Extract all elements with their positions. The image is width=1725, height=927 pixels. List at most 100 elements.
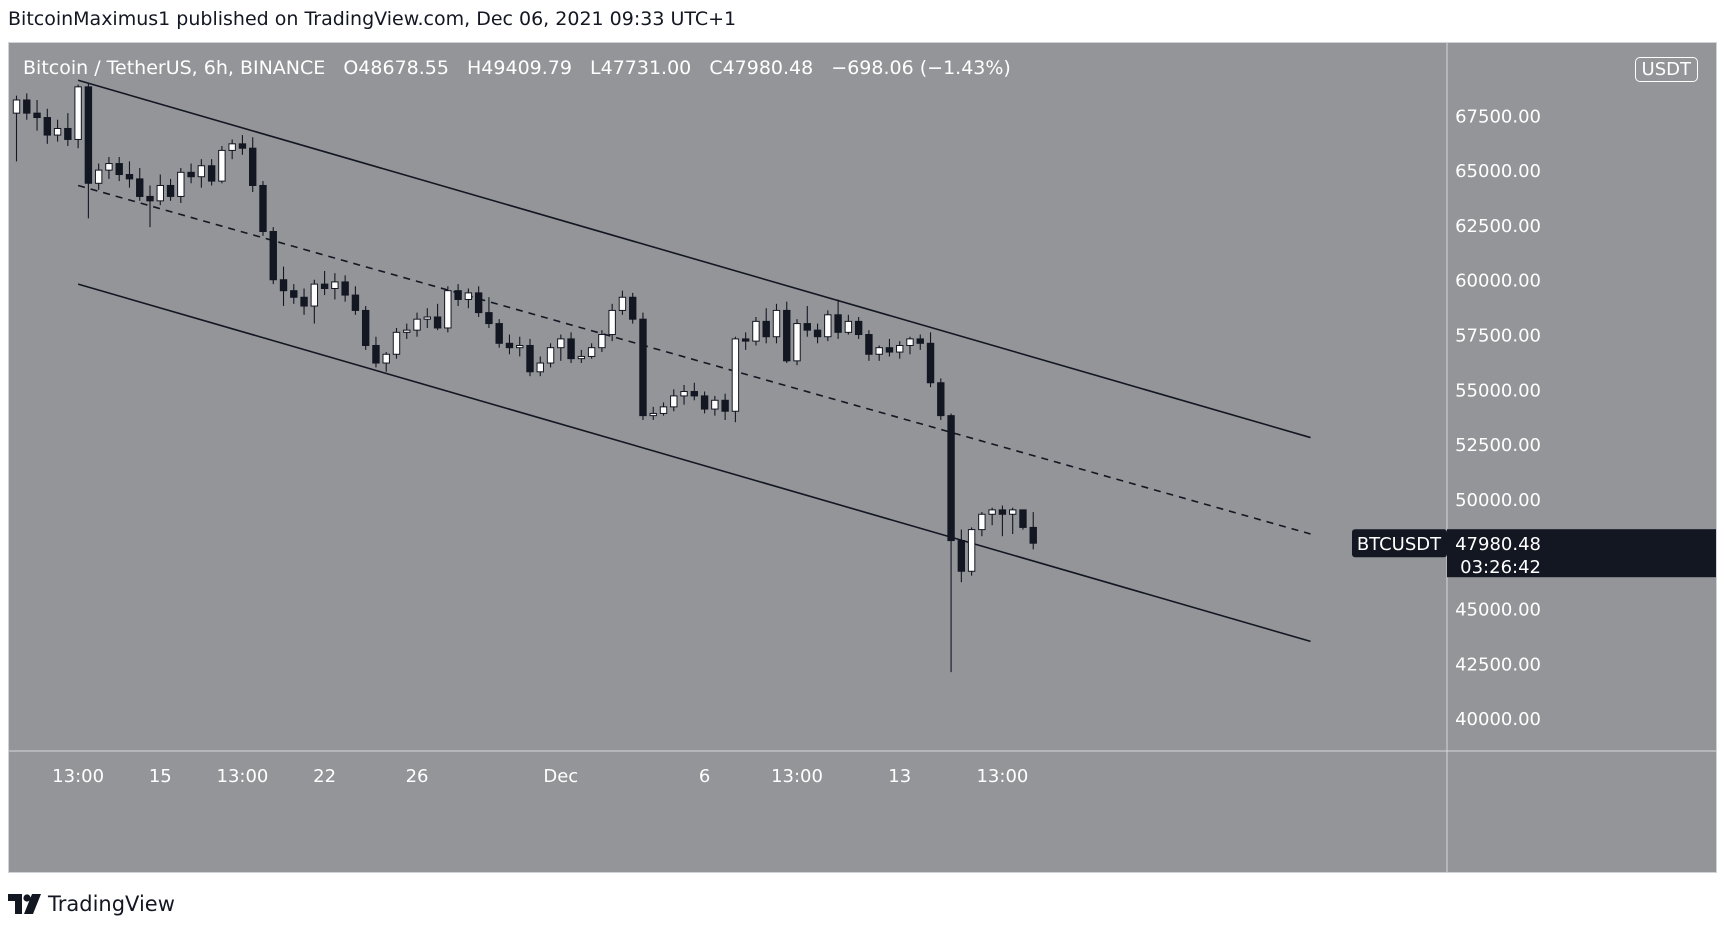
candle-body[interactable] — [659, 406, 668, 414]
candle-body[interactable] — [300, 296, 308, 307]
chart-canvas[interactable]: 40000.00 42500.00 45000.00 50000.00 52500.00… — [9, 43, 1716, 872]
candle-body[interactable] — [752, 320, 760, 342]
candle-body[interactable] — [464, 292, 473, 300]
candle-body[interactable] — [454, 290, 462, 300]
candle-body[interactable] — [711, 399, 719, 410]
candle-body[interactable] — [392, 331, 401, 355]
candle-body[interactable] — [885, 347, 894, 353]
candle-body[interactable] — [495, 323, 503, 344]
candle-body[interactable] — [536, 362, 544, 373]
candle-body[interactable] — [618, 296, 627, 311]
candle-body[interactable] — [957, 540, 966, 572]
candle-body[interactable] — [94, 169, 103, 184]
candle-body[interactable] — [331, 281, 339, 289]
candle-body[interactable] — [793, 323, 801, 362]
candle-body[interactable] — [269, 231, 277, 281]
candle-body[interactable] — [978, 513, 986, 531]
candle-body[interactable] — [64, 127, 72, 140]
candle-body[interactable] — [238, 143, 247, 149]
candle-body[interactable] — [1008, 509, 1017, 515]
candle-body[interactable] — [136, 178, 144, 197]
channel-lower-line[interactable] — [77, 283, 1311, 643]
candle-body[interactable] — [23, 99, 31, 114]
candle-body[interactable] — [690, 391, 699, 397]
candle-body[interactable] — [505, 342, 514, 349]
candle-body[interactable] — [361, 309, 370, 346]
candle-body[interactable] — [772, 309, 781, 338]
chart-panel[interactable]: 40000.00 42500.00 45000.00 50000.00 52500.00… — [8, 42, 1717, 873]
candle-body[interactable] — [1029, 526, 1037, 544]
candle-body[interactable] — [33, 112, 41, 119]
candle-body[interactable] — [721, 399, 729, 412]
candle-body[interactable] — [875, 347, 883, 355]
candle-body[interactable] — [156, 184, 164, 202]
channel-median-line[interactable] — [77, 184, 1311, 535]
candle-body[interactable] — [403, 329, 411, 333]
legend-symbol[interactable]: Bitcoin / TetherUS, 6h, BINANCE — [23, 57, 326, 79]
candle-body[interactable] — [125, 174, 134, 180]
candle-body[interactable] — [587, 347, 596, 357]
candle-body[interactable] — [433, 316, 442, 329]
candle-body[interactable] — [526, 344, 534, 373]
candle-body[interactable] — [567, 338, 575, 360]
candle-body[interactable] — [177, 171, 185, 197]
candle-body[interactable] — [146, 195, 154, 202]
candle-body[interactable] — [105, 163, 113, 171]
candle-body[interactable] — [803, 323, 811, 331]
candle-body[interactable] — [577, 355, 586, 360]
candle-body[interactable] — [700, 395, 709, 410]
candle-body[interactable] — [546, 347, 555, 364]
candle-body[interactable] — [351, 294, 360, 311]
candle-body[interactable] — [197, 165, 206, 178]
candle-body[interactable] — [259, 184, 267, 233]
candle-body[interactable] — [783, 309, 791, 362]
candle-body[interactable] — [906, 338, 914, 346]
candle-body[interactable] — [937, 382, 945, 417]
candle-body[interactable] — [53, 127, 62, 136]
candle-body[interactable] — [557, 338, 565, 349]
candle-body[interactable] — [228, 143, 236, 151]
candle-body[interactable] — [166, 184, 175, 197]
candle-body[interactable] — [43, 117, 52, 136]
candle-body[interactable] — [115, 163, 123, 176]
candle-body[interactable] — [639, 318, 647, 417]
candle-body[interactable] — [680, 391, 688, 397]
candle-body[interactable] — [834, 314, 842, 333]
candle-body[interactable] — [413, 318, 421, 331]
candle-body[interactable] — [629, 296, 637, 320]
candle-body[interactable] — [1019, 509, 1027, 528]
candle-body[interactable] — [474, 292, 483, 314]
candle-body[interactable] — [844, 320, 853, 333]
candle-body[interactable] — [279, 279, 288, 292]
candle-body[interactable] — [916, 338, 924, 344]
channel-upper-line[interactable] — [77, 79, 1311, 439]
candle-body[interactable] — [813, 329, 822, 338]
candle-body[interactable] — [12, 99, 21, 114]
candle-body[interactable] — [731, 338, 740, 412]
candle-body[interactable] — [249, 147, 257, 186]
candle-body[interactable] — [290, 290, 298, 298]
candle-body[interactable] — [341, 281, 349, 296]
candle-body[interactable] — [423, 316, 432, 320]
candle-body[interactable] — [320, 283, 329, 289]
candle-body[interactable] — [926, 342, 935, 384]
candle-body[interactable] — [649, 412, 657, 417]
candle-body[interactable] — [854, 320, 863, 336]
candle-body[interactable] — [372, 344, 380, 364]
candle-body[interactable] — [762, 320, 770, 338]
candle-body[interactable] — [998, 509, 1007, 515]
candle-body[interactable] — [947, 415, 955, 542]
candle-body[interactable] — [967, 529, 976, 572]
candle-body[interactable] — [896, 344, 904, 353]
candle-body[interactable] — [74, 86, 82, 140]
candle-body[interactable] — [84, 86, 93, 184]
candle-body[interactable] — [485, 312, 493, 325]
candle-body[interactable] — [516, 344, 524, 349]
candle-body[interactable] — [207, 165, 216, 182]
currency-button[interactable]: USDT — [1634, 57, 1698, 82]
candle-body[interactable] — [187, 171, 195, 178]
candle-body[interactable] — [988, 509, 996, 515]
candle-body[interactable] — [865, 334, 873, 355]
candle-body[interactable] — [824, 314, 832, 338]
candle-body[interactable] — [218, 149, 226, 182]
